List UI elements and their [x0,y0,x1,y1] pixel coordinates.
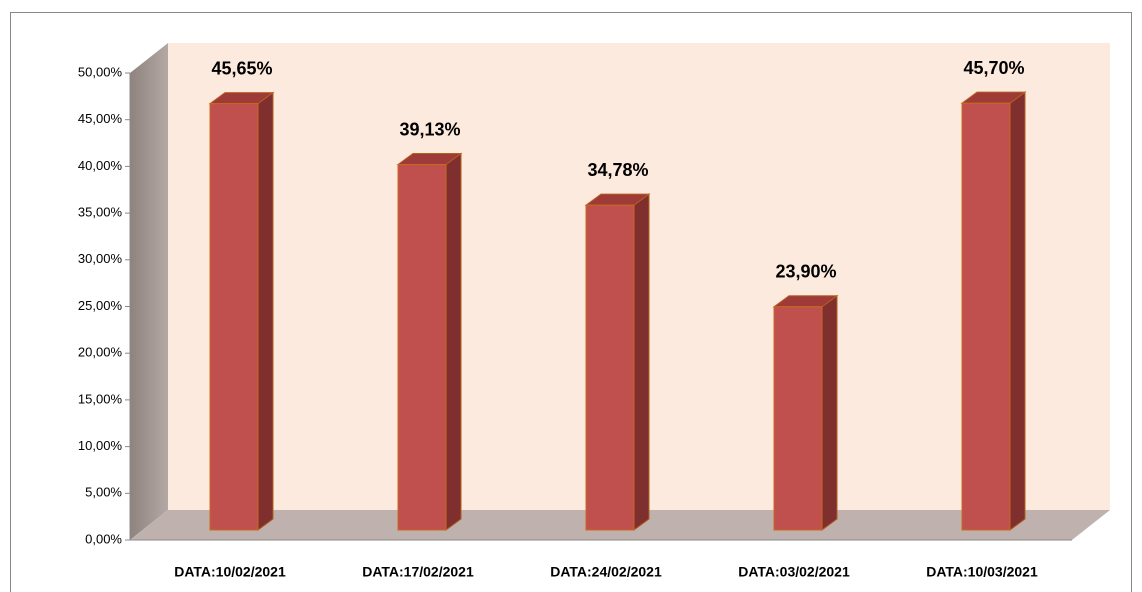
x-tick-label: DATA:17/02/2021 [362,564,474,580]
y-tick-label: 5,00% [85,485,122,500]
y-tick-label: 50,00% [78,64,123,79]
y-tick-label: 35,00% [78,205,123,220]
bar [209,103,259,531]
y-tick-label: 40,00% [78,158,123,173]
y-tick-label: 30,00% [78,251,123,266]
value-label: 45,65% [211,58,272,78]
y-tick-label: 20,00% [78,345,123,360]
bar [773,306,823,531]
side-wall [130,43,168,540]
bar [397,164,447,531]
bar [585,204,635,531]
x-tick-label: DATA:10/03/2021 [926,564,1038,580]
bar-side [1009,91,1026,531]
x-tick-label: DATA:03/02/2021 [738,564,850,580]
x-tick-label: DATA:24/02/2021 [550,564,662,580]
bar [961,102,1011,531]
bar-side [445,152,462,531]
y-tick-label: 0,00% [85,531,122,546]
x-tick-label: DATA:10/02/2021 [174,564,286,580]
y-tick-label: 45,00% [78,111,123,126]
bar-side [257,91,274,531]
value-label: 23,90% [775,262,836,282]
y-tick-label: 25,00% [78,298,123,313]
y-tick-label: 15,00% [78,391,123,406]
bar-side [633,193,650,531]
value-label: 39,13% [399,119,460,139]
value-label: 34,78% [587,160,648,180]
value-label: 45,70% [963,58,1024,78]
bar-side [821,294,838,531]
y-tick-label: 10,00% [78,438,123,453]
